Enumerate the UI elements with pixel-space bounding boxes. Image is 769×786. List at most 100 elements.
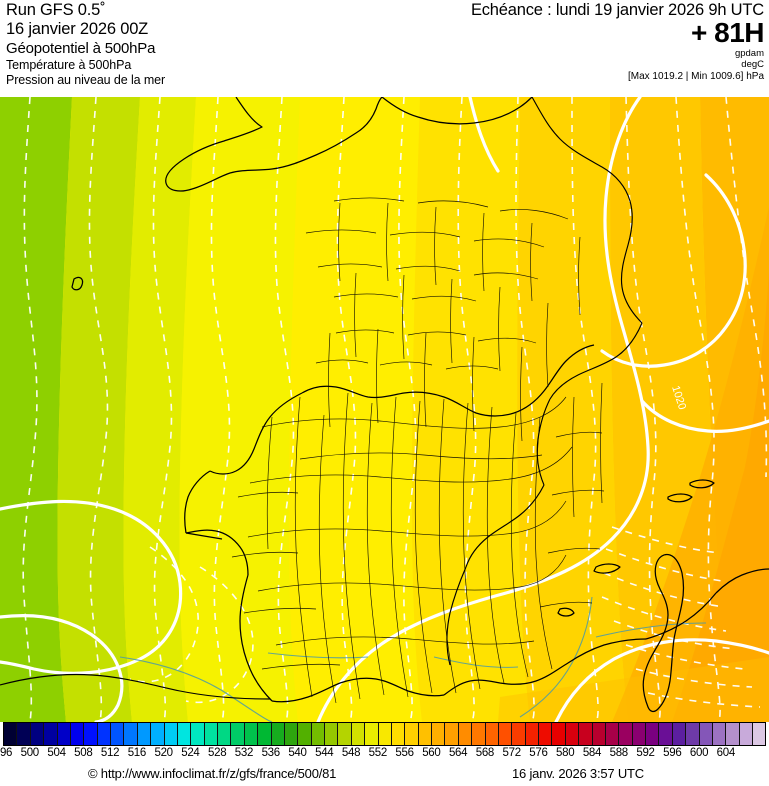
- colorbar-cell: [17, 723, 31, 745]
- colorbar-tick-label: 520: [154, 747, 173, 759]
- header: Run GFS 0.5˚ 16 janvier 2026 00Z Géopote…: [0, 0, 769, 97]
- colorbar-tick-label: 532: [234, 747, 254, 759]
- colorbar-cell: [659, 723, 673, 745]
- source-url-label[interactable]: © http://www.infoclimat.fr/z/gfs/france/…: [88, 766, 337, 781]
- colorbar-tick-label: 504: [47, 747, 66, 759]
- colorbar-cell: [244, 723, 259, 745]
- colorbar-cell: [204, 723, 218, 745]
- colorbar-cell: [726, 723, 740, 745]
- colorbar-tick-label: 496: [0, 747, 13, 759]
- colorbar-cell: [512, 723, 526, 745]
- colorbar-cell: [111, 723, 125, 745]
- colorbar-cell: [592, 723, 606, 745]
- field-geopotential-label: Géopotentiel à 500hPa: [6, 40, 156, 57]
- map-canvas[interactable]: 1020 1020: [0, 97, 769, 722]
- colorbar-cell: [432, 723, 446, 745]
- colorbar-cell: [646, 723, 660, 745]
- generated-timestamp-label: 16 janv. 2026 3:57 UTC: [512, 766, 644, 781]
- colorbar-cell: [231, 723, 245, 745]
- colorbar-cell: [391, 723, 406, 745]
- colorbar-cell: [325, 723, 339, 745]
- colorbar-tick-label: 560: [422, 747, 441, 759]
- colorbar-tick-label: 556: [395, 747, 414, 759]
- river-lines: [119, 596, 707, 722]
- colorbar-cell: [298, 723, 312, 745]
- colorbar-tick-label: 576: [529, 747, 548, 759]
- isobar-lines: [0, 97, 769, 722]
- colorbar-cell: [70, 723, 85, 745]
- colorbar-tick-label: 508: [74, 747, 93, 759]
- colorbar-gradient[interactable]: [3, 722, 766, 746]
- colorbar-cell: [525, 723, 539, 745]
- colorbar-tick-label: 572: [502, 747, 522, 759]
- colorbar-tick-label: 548: [341, 747, 361, 759]
- colorbar-cell: [485, 723, 499, 745]
- colorbar-cell: [351, 723, 366, 745]
- field-pressure-label: Pression au niveau de la mer: [6, 72, 166, 87]
- footer: © http://www.infoclimat.fr/z/gfs/france/…: [0, 764, 769, 786]
- colorbar-cell: [539, 723, 553, 745]
- colorbar-tick-label: 536: [261, 747, 281, 759]
- colorbar-cell: [472, 723, 486, 745]
- colorbar-cell: [605, 723, 620, 745]
- colorbar-tick-label: 524: [181, 747, 200, 759]
- colorbar-cell: [632, 723, 646, 745]
- colorbar-cell: [164, 723, 178, 745]
- colorbar-cell: [672, 723, 687, 745]
- lead-time-label: + 81H: [691, 17, 765, 48]
- colorbar-cell: [311, 723, 325, 745]
- colorbar-cell: [271, 723, 285, 745]
- colorbar-tick-label: 604: [716, 747, 736, 759]
- colorbar-tick-label: 512: [100, 747, 120, 759]
- colorbar-cell: [418, 723, 432, 745]
- colorbar-cell: [97, 723, 111, 745]
- colorbar-cell: [498, 723, 513, 745]
- colorbar-tick-label: 552: [368, 747, 388, 759]
- colorbar-cell: [579, 723, 593, 745]
- colorbar-cell: [44, 723, 58, 745]
- colorbar-tick-label: 540: [288, 747, 307, 759]
- colorbar-cell: [124, 723, 138, 745]
- pressure-minmax-label: [Max 1019.2 | Min 1009.6] hPa: [627, 71, 764, 82]
- model-run-label: Run GFS 0.5˚: [6, 1, 106, 19]
- colorbar-cell: [284, 723, 299, 745]
- colorbar-cell: [753, 723, 766, 745]
- colorbar-tick-label: 600: [689, 747, 709, 759]
- colorbar-cell: [458, 723, 473, 745]
- geopotential-fill-bands: [0, 97, 769, 722]
- colorbar-tick-label: 584: [582, 747, 602, 759]
- colorbar-cell: [137, 723, 152, 745]
- header-right-block: Echéance : lundi 19 janvier 2026 9h UTC …: [471, 0, 765, 83]
- coastline: [71, 97, 769, 713]
- colorbar-cell: [177, 723, 192, 745]
- colorbar-cell: [151, 723, 165, 745]
- colorbar-cell: [218, 723, 232, 745]
- colorbar-cell: [445, 723, 459, 745]
- colorbar-cell: [739, 723, 753, 745]
- colorbar-cell: [365, 723, 379, 745]
- colorbar-cell: [405, 723, 419, 745]
- colorbar-cell: [552, 723, 566, 745]
- national-borders: [0, 97, 643, 700]
- colorbar-tick-label: 592: [636, 747, 655, 759]
- colorbar-cell: [565, 723, 580, 745]
- colorbar-cell: [619, 723, 633, 745]
- colorbar-cell: [191, 723, 205, 745]
- colorbar-cell: [84, 723, 98, 745]
- colorbar-cell: [712, 723, 727, 745]
- colorbar-tick-label: 516: [127, 747, 147, 759]
- colorbar-cell: [378, 723, 392, 745]
- colorbar-cell: [57, 723, 71, 745]
- colorbar-tick-label: 544: [315, 747, 334, 759]
- map-svg: 1020 1020: [0, 97, 769, 722]
- colorbar-tick-label: 568: [475, 747, 495, 759]
- colorbar-cell: [699, 723, 713, 745]
- colorbar-cell: [30, 723, 45, 745]
- run-date-label: 16 janvier 2026 00Z: [6, 20, 149, 38]
- colorbar-cell: [338, 723, 352, 745]
- field-temperature-label: Température à 500hPa: [6, 58, 132, 72]
- colorbar-tick-label: 564: [448, 747, 468, 759]
- colorbar-cell: [258, 723, 272, 745]
- department-borders: [231, 197, 605, 704]
